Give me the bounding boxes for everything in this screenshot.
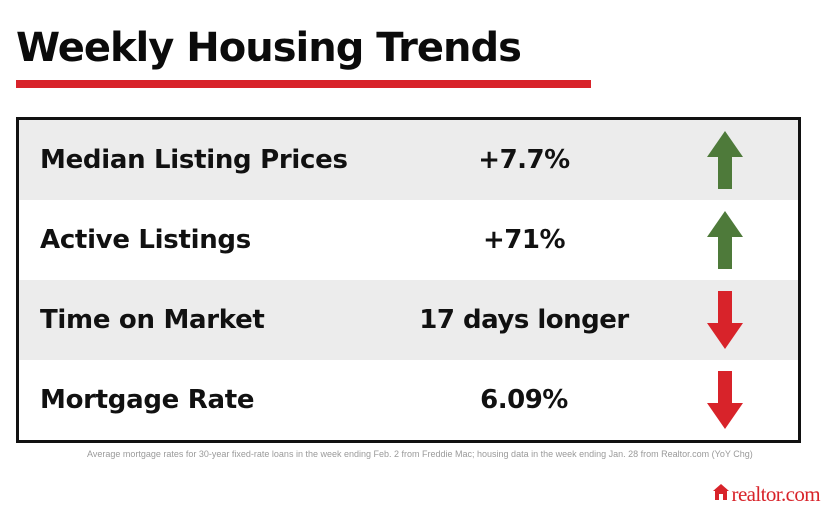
trend-label: Median Listing Prices (40, 145, 348, 175)
trend-value: 17 days longer (419, 305, 629, 335)
trend-row-time-on-market: Time on Market 17 days longer (19, 280, 798, 360)
arrow-up-icon (705, 200, 745, 280)
house-logo-icon (712, 482, 730, 507)
trend-value: +71% (482, 225, 566, 255)
trend-label: Time on Market (40, 305, 265, 335)
trend-label: Active Listings (40, 225, 251, 255)
trend-value: 6.09% (480, 385, 568, 415)
trend-row-mortgage-rate: Mortgage Rate 6.09% (19, 360, 798, 440)
brand-logo: realtor.com (712, 482, 821, 507)
trends-table: Median Listing Prices +7.7% Active Listi… (16, 117, 801, 443)
page-title: Weekly Housing Trends (16, 25, 522, 71)
trend-label: Mortgage Rate (40, 385, 255, 415)
arrow-up-icon (705, 120, 745, 200)
source-footnote: Average mortgage rates for 30-year fixed… (87, 449, 753, 459)
trend-row-median-listing-prices: Median Listing Prices +7.7% (19, 120, 798, 200)
trend-value: +7.7% (478, 145, 570, 175)
title-underline (16, 80, 591, 88)
trend-row-active-listings: Active Listings +71% (19, 200, 798, 280)
brand-name: realtor.com (731, 482, 821, 506)
arrow-down-icon (705, 360, 745, 440)
arrow-down-icon (705, 280, 745, 360)
